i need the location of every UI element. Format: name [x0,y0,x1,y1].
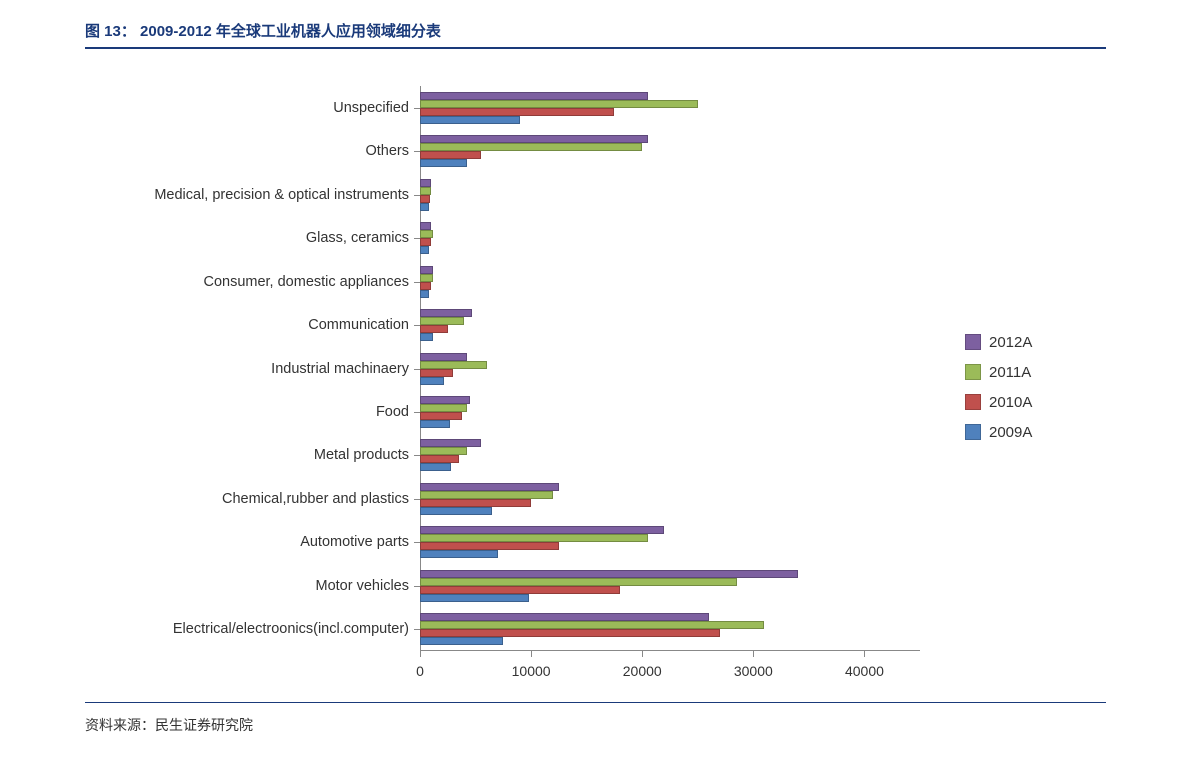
bar [420,230,433,238]
category-label: Others [365,143,409,159]
legend-label: 2010A [989,394,1032,411]
legend-label: 2011A [989,364,1031,381]
bar [420,613,709,621]
category-label: Automotive parts [300,534,409,550]
bar [420,637,503,645]
legend: 2012A 2011A 2010A 2009A [965,324,1032,450]
x-tick-label: 0 [416,663,424,679]
bar [420,309,472,317]
bar [420,135,648,143]
bar [420,542,559,550]
bar [420,629,720,637]
legend-swatch [965,364,981,380]
bar [420,179,431,187]
legend-label: 2012A [989,334,1032,351]
bar [420,570,798,578]
x-tick-label: 10000 [512,663,551,679]
x-tick [642,651,643,657]
legend-item: 2009A [965,420,1032,444]
bar [420,108,614,116]
chart-container: Unspecified Others Medical, precision & op… [85,74,1106,694]
bar [420,290,429,298]
bar [420,274,433,282]
bar [420,325,448,333]
bar [420,151,481,159]
category-label: Food [376,404,409,420]
category-label: Metal products [314,447,409,463]
bar [420,507,492,515]
bar [420,483,559,491]
x-tick [753,651,754,657]
bar [420,361,487,369]
bar [420,246,429,254]
bar [420,333,433,341]
bar [420,159,467,167]
bar [420,491,553,499]
bar [420,594,529,602]
bar [420,447,467,455]
bar [420,116,520,124]
bar [420,100,698,108]
category-label: Motor vehicles [316,578,409,594]
figure-title: 图 13： 2009-2012 年全球工业机器人应用领域细分表 [85,20,1106,49]
x-tick [531,651,532,657]
bar [420,92,648,100]
bar [420,222,431,230]
category-label: Industrial machinaery [271,361,409,377]
legend-swatch [965,334,981,350]
bar [420,420,450,428]
bar [420,282,431,290]
category-label: Chemical,rubber and plastics [222,491,409,507]
x-tick-label: 30000 [734,663,773,679]
category-label: Consumer, domestic appliances [203,274,409,290]
bar [420,369,453,377]
bar [420,377,444,385]
legend-item: 2011A [965,360,1032,384]
bar [420,203,429,211]
x-tick [420,651,421,657]
legend-item: 2010A [965,390,1032,414]
bar [420,463,451,471]
legend-swatch [965,394,981,410]
bar [420,534,648,542]
source-citation: 资料来源：民生证券研究院 [85,702,1106,735]
category-label: Medical, precision & optical instruments [154,187,409,203]
x-tick-label: 40000 [845,663,884,679]
category-label: Unspecified [333,100,409,116]
category-label: Glass, ceramics [306,230,409,246]
bar [420,266,433,274]
bar [420,499,531,507]
x-axis [420,650,920,651]
bar [420,586,620,594]
bar [420,187,431,195]
x-tick-label: 20000 [623,663,662,679]
plot-area: 010000200003000040000 [420,86,920,651]
legend-label: 2009A [989,424,1032,441]
bar [420,578,737,586]
category-label: Communication [308,317,409,333]
category-label: Electrical/electroonics(incl.computer) [173,621,409,637]
category-labels-area: Unspecified Others Medical, precision & op… [85,86,415,651]
bar [420,317,464,325]
bar [420,396,470,404]
bar [420,526,664,534]
bar [420,143,642,151]
bar [420,353,467,361]
bar [420,439,481,447]
x-tick [864,651,865,657]
bar [420,621,764,629]
bar [420,404,467,412]
legend-swatch [965,424,981,440]
legend-item: 2012A [965,330,1032,354]
bar [420,195,430,203]
bar [420,238,431,246]
bar [420,455,459,463]
bar [420,550,498,558]
bar [420,412,462,420]
